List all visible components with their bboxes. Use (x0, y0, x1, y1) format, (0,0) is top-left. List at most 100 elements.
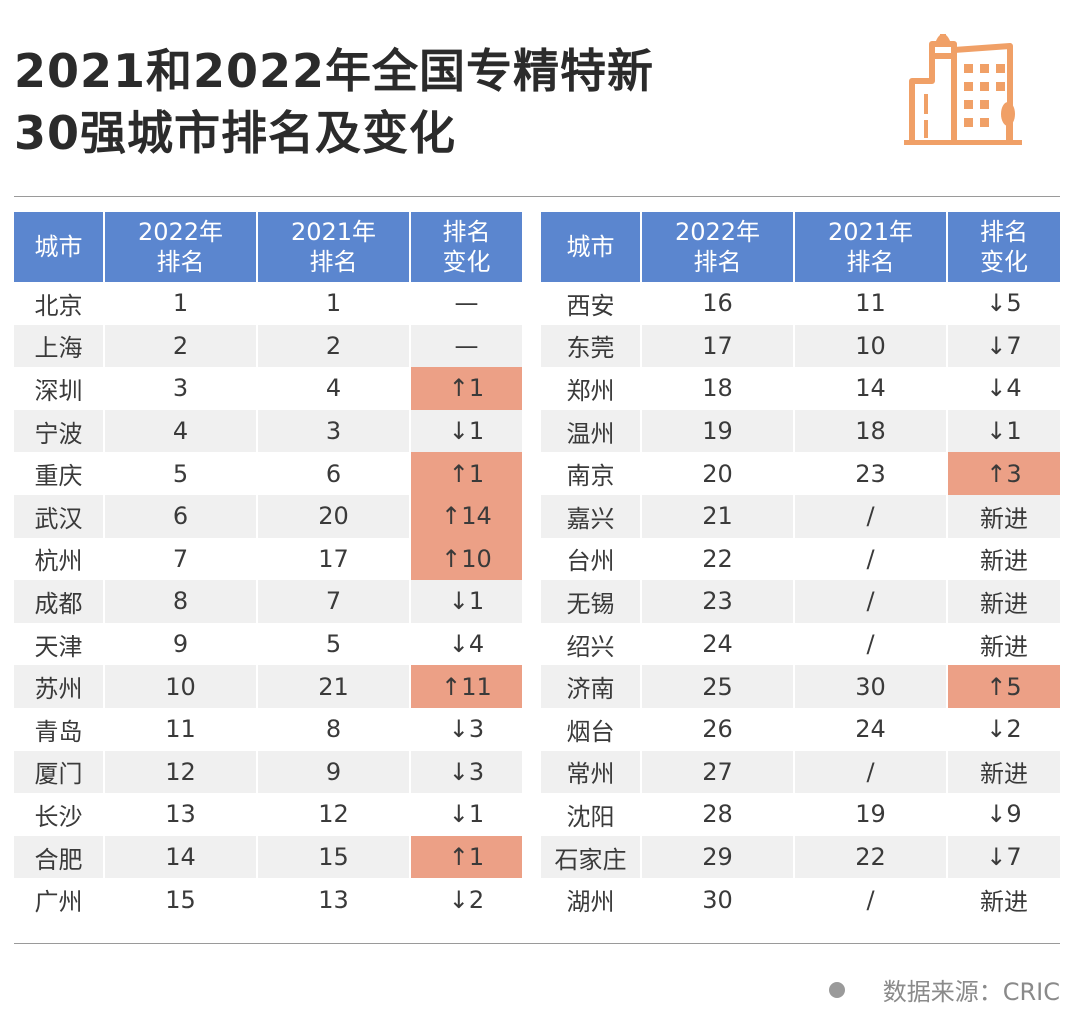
cell-rank-2021: 14 (794, 367, 948, 410)
cell-rank-change: ↑5 (947, 665, 1060, 708)
cell-rank-2022: 5 (104, 452, 258, 495)
cell-city: 烟台 (541, 707, 642, 751)
cell-rank-change: ↓5 (986, 289, 1022, 318)
cell-rank-change: 新进 (947, 494, 1060, 538)
cell-rank-2021: 7 (257, 580, 411, 623)
cell-rank-2022: 14 (104, 835, 258, 879)
cell-rank-2021: 8 (257, 707, 411, 751)
cell-rank-2022: 13 (104, 793, 258, 836)
cell-rank-change: 新进 (947, 750, 1060, 794)
table-row: 武汉 6 20 ↑14 (14, 494, 522, 538)
cell-city: 武汉 (14, 494, 105, 538)
cell-rank-2021: 21 (257, 665, 411, 708)
cell-rank-change: ↑1 (410, 835, 522, 879)
cell-rank-change: ↑14 (410, 494, 522, 538)
cell-rank-2021: 11 (794, 282, 948, 325)
table-row: 济南 25 30 ↑5 (541, 665, 1060, 708)
table-header-row: 城市 2022年 排名 2021年 排名 排名 变化 (541, 212, 1060, 282)
cell-rank-change: ↓4 (448, 630, 485, 659)
cell-city: 上海 (14, 324, 105, 368)
table-row: 石家庄 29 22 ↓7 (541, 835, 1060, 879)
table-row: 重庆 5 6 ↑1 (14, 452, 522, 495)
cell-rank-change: 新进 (980, 888, 1028, 917)
table-row: 宁波 4 3 ↓1 (14, 409, 522, 453)
table-row: 天津 9 5 ↓4 (14, 622, 522, 666)
cell-city: 天津 (14, 622, 105, 666)
cell-city: 厦门 (14, 750, 105, 794)
cell-city: 温州 (541, 409, 642, 453)
table-row: 烟台 26 24 ↓2 (541, 707, 1060, 751)
table-row: 无锡 23/新进 (541, 580, 1060, 623)
cell-rank-2022: 19 (641, 409, 795, 453)
cell-rank-2021: 5 (257, 622, 411, 666)
cell-rank-2021: 18 (794, 409, 948, 453)
cell-rank-2022: 23 (641, 580, 795, 623)
cell-rank-change: ↓2 (448, 885, 485, 914)
table-row: 台州 22/ 新进 (541, 537, 1060, 581)
table-row: 长沙 13 12 ↓1 (14, 793, 522, 836)
cell-city: 合肥 (14, 835, 105, 879)
cell-rank-2022: 15 (104, 878, 258, 921)
cell-rank-change: ↑3 (947, 452, 1060, 495)
cell-city: 石家庄 (541, 835, 642, 879)
header-rank-change: 排名 变化 (947, 212, 1060, 282)
cell-rank-2021: 3 (257, 409, 411, 453)
table-row: 南京 20 23 ↑3 (541, 452, 1060, 495)
table-row: 常州 27/新进 (541, 750, 1060, 794)
cell-rank-2022: 22 (641, 537, 795, 581)
cell-rank-change: ↓3 (448, 715, 485, 744)
table-row: 深圳 3 4 ↑1 (14, 367, 522, 410)
cell-city: 西安 (541, 282, 642, 325)
table-row: 西安 16 11 ↓5 (541, 282, 1060, 325)
cell-rank-2022: 8 (104, 580, 258, 623)
cell-city: 杭州 (14, 537, 105, 581)
cell-rank-2022: 24 (641, 622, 795, 666)
table-row: 成都 8 7 ↓1 (14, 580, 522, 623)
cell-city: 深圳 (14, 367, 105, 410)
cell-rank-2022: 16 (641, 282, 795, 325)
table-row: 嘉兴 21/新进 (541, 494, 1060, 538)
source-text: 数据来源：CRIC (882, 978, 1060, 1006)
cell-rank-2021: 13 (257, 878, 411, 921)
cell-rank-change: ↓1 (410, 409, 522, 453)
cell-city: 台州 (541, 537, 642, 581)
cell-city: 南京 (541, 452, 642, 495)
cell-rank-change: ↓3 (410, 750, 522, 794)
cell-city: 绍兴 (541, 622, 642, 666)
title-line-1: 2021和2022年全国专精特新 (14, 44, 655, 98)
cell-rank-change: ↑11 (410, 665, 522, 708)
cell-rank-2021: 19 (794, 793, 948, 836)
cell-rank-change: ↓1 (410, 580, 522, 623)
cell-rank-2022: 25 (641, 665, 795, 708)
cell-rank-2022: 3 (104, 367, 258, 410)
table-row: 温州 19 18 ↓1 (541, 409, 1060, 453)
cell-city: 沈阳 (541, 793, 642, 836)
cell-rank-2022: 9 (104, 622, 258, 666)
ranking-table-left: 城市 2022年 排名 2021年 排名 排名 变化 北京 1 1— 上海 2 2— 深圳 3 4 ↑1… (14, 212, 522, 921)
bottom-divider (14, 943, 1060, 944)
cell-rank-2021: / (794, 878, 948, 921)
cell-rank-2021: 4 (257, 367, 411, 410)
cell-rank-2022: 20 (641, 452, 795, 495)
cell-rank-2022: 30 (641, 878, 795, 921)
cell-city: 郑州 (541, 367, 642, 410)
table-row: 苏州 10 21 ↑11 (14, 665, 522, 708)
table-row: 广州 15 13 ↓2 (14, 878, 522, 921)
header-rank-2022: 2022年 排名 (641, 212, 795, 282)
title-line-2: 30强城市排名及变化 (14, 106, 457, 160)
cell-rank-2022: 7 (104, 537, 258, 581)
cell-city: 广州 (14, 878, 105, 921)
header-city: 城市 (541, 212, 642, 282)
cell-rank-2021: 24 (794, 707, 948, 751)
cell-rank-2022: 10 (104, 665, 258, 708)
cell-city: 重庆 (14, 452, 105, 495)
table-row: 郑州 18 14 ↓4 (541, 367, 1060, 410)
cell-rank-2021: / (794, 494, 948, 538)
cell-rank-2021: / (794, 580, 948, 623)
city-buildings-icon (904, 34, 1022, 145)
cell-rank-2021: 6 (257, 452, 411, 495)
table-row: 厦门 12 9 ↓3 (14, 750, 522, 794)
cell-rank-2022: 1 (104, 282, 258, 325)
cell-rank-change: ↓7 (947, 835, 1060, 879)
page-title: 2021和2022年全国专精特新 30强城市排名及变化 (14, 40, 874, 164)
